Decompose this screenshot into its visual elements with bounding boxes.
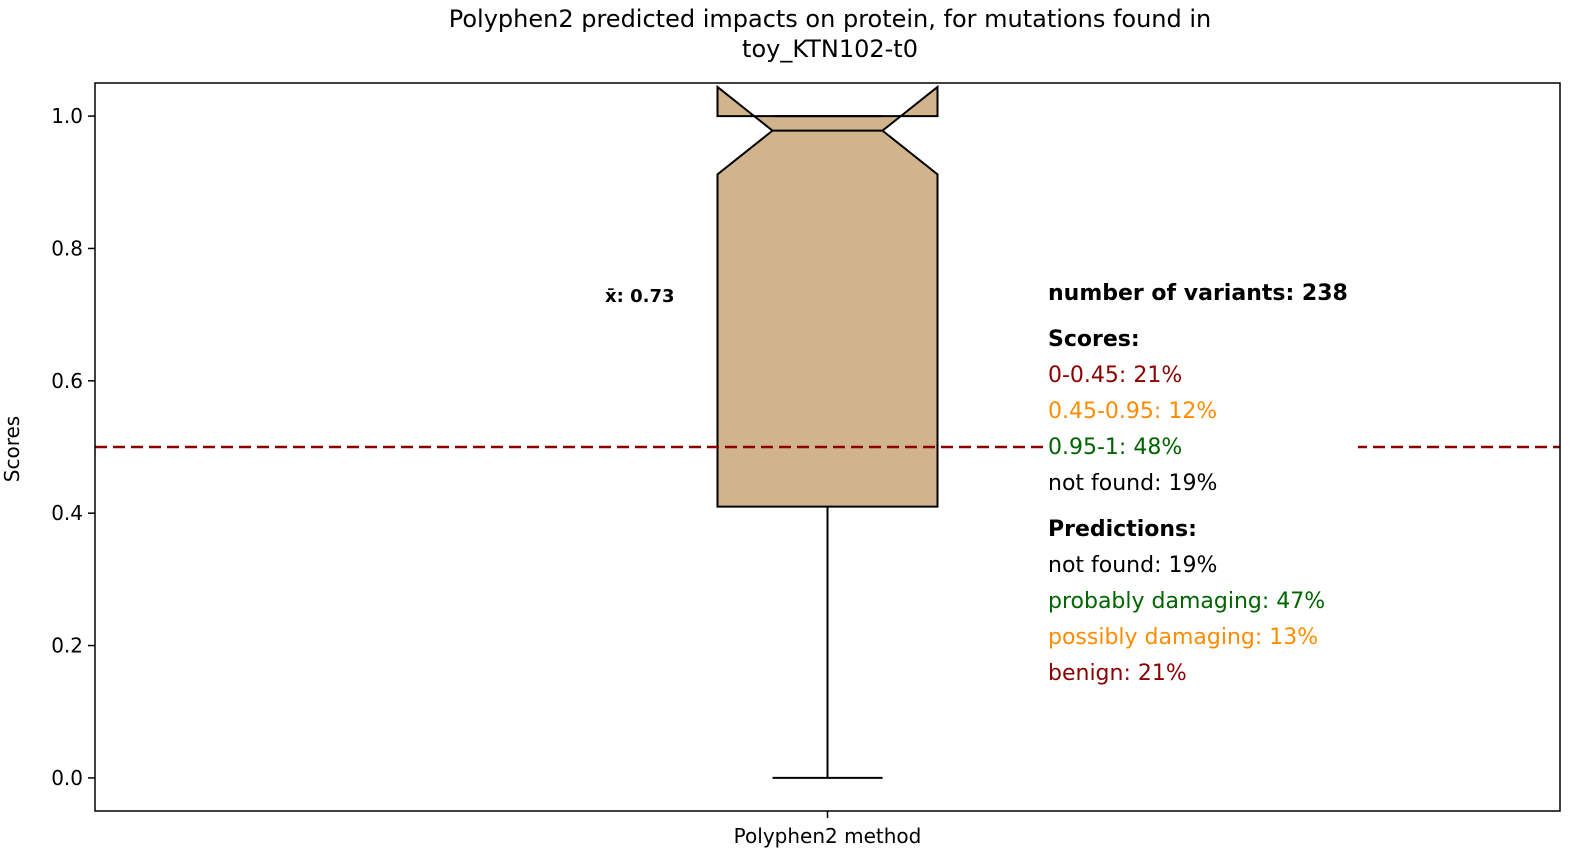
y-tick-label: 1.0	[51, 104, 83, 128]
y-tick-label: 0.2	[51, 634, 83, 658]
prediction-item: probably damaging: 47%	[1048, 589, 1326, 614]
chart-title-line-1: Polyphen2 predicted impacts on protein, …	[448, 5, 1212, 33]
score-item: not found: 19%	[1048, 471, 1218, 496]
mean-label: x̄: 0.73	[605, 286, 675, 307]
y-tick-label: 0.4	[51, 501, 83, 525]
stats-panel: number of variants: 238 Scores: 0-0.45: …	[1048, 276, 1358, 692]
y-tick-label: 0.6	[51, 369, 83, 393]
chart-title-line-2: toy_KTN102-t0	[742, 35, 918, 63]
score-item: 0-0.45: 21%	[1048, 363, 1183, 388]
prediction-item: not found: 19%	[1048, 553, 1218, 578]
prediction-item: benign: 21%	[1048, 661, 1187, 686]
prediction-item: possibly damaging: 13%	[1048, 625, 1319, 650]
chart-title: Polyphen2 predicted impacts on protein, …	[0, 4, 1577, 64]
predictions-header: Predictions:	[1048, 517, 1197, 542]
score-item: 0.45-0.95: 12%	[1048, 399, 1218, 424]
y-tick-label: 0.8	[51, 236, 83, 260]
score-item: 0.95-1: 48%	[1048, 435, 1183, 460]
y-tick-label: 0.0	[51, 766, 83, 790]
notched-box	[716, 84, 939, 508]
variant-count: number of variants: 238	[1048, 281, 1348, 306]
scores-header: Scores:	[1048, 327, 1140, 352]
x-tick-label: Polyphen2 method	[734, 824, 922, 848]
